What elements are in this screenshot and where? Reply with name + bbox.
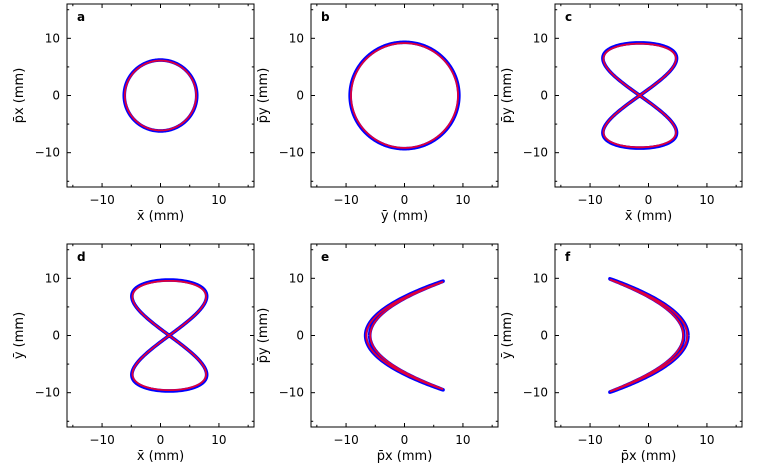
panel-a-curves (122, 58, 199, 133)
x-tick-label: −10 (89, 433, 114, 447)
panel-letter: e (321, 250, 329, 264)
x-tick-label: −10 (89, 193, 114, 207)
x-tick-label: 10 (211, 433, 226, 447)
y-axis-label: p̄y (mm) (256, 68, 271, 124)
panel-d: −10 0 10 −10 0 10 x̄ (mm) ȳ (mm) d (12, 243, 255, 464)
x-tick-label: 10 (699, 193, 714, 207)
y-tick-label: 0 (540, 89, 548, 103)
y-tick-label: −10 (523, 146, 548, 160)
y-tick-label: 10 (533, 271, 548, 285)
y-tick-label: 10 (289, 31, 304, 45)
series-line-2 (609, 278, 689, 393)
y-tick-label: −10 (523, 386, 548, 400)
series-line-2 (602, 42, 677, 149)
series-line-2 (131, 279, 207, 392)
x-axis-label: x̄ (mm) (137, 209, 184, 224)
x-tick-label: 0 (401, 433, 409, 447)
x-tick-label: −10 (577, 193, 602, 207)
panel-c: −10 0 10 −10 0 10 x̄ (mm) p̄y (mm) c (500, 3, 743, 224)
x-axis-label: ȳ (mm) (381, 209, 428, 224)
panel-e-curves (363, 279, 445, 392)
plot-frame (554, 3, 743, 188)
x-axis-label: x̄ (mm) (625, 209, 672, 224)
x-tick-label: 10 (455, 433, 470, 447)
panel-e: −10 0 10 −10 0 10 p̄x (mm) p̄y (mm) e (256, 243, 499, 464)
series-line-2 (123, 59, 198, 132)
panel-b: −10 0 10 −10 0 10 ȳ (mm) p̄y (mm) b (256, 3, 499, 224)
x-tick-label: 0 (157, 193, 165, 207)
x-tick-label: 10 (211, 193, 226, 207)
panel-letter: f (565, 250, 571, 264)
y-axis-label: p̄y (mm) (256, 308, 271, 364)
plot-frame (554, 243, 743, 428)
x-tick-label: 0 (157, 433, 165, 447)
panel-f: −10 0 10 −10 0 10 p̄x (mm) ȳ (mm) f (500, 243, 743, 464)
plot-frame (66, 3, 255, 188)
y-axis-label: ȳ (mm) (12, 312, 27, 359)
y-tick-label: 0 (52, 329, 60, 343)
plot-frame (66, 243, 255, 428)
series-line-2 (350, 42, 459, 149)
y-tick-label: 10 (289, 271, 304, 285)
panel-d-curves (130, 278, 209, 393)
y-tick-label: 10 (533, 31, 548, 45)
panel-c-curves (601, 41, 679, 150)
y-axis-label: p̄x (mm) (12, 68, 27, 124)
panel-letter: c (565, 10, 572, 24)
plot-frame (310, 3, 499, 188)
y-tick-label: −10 (35, 386, 60, 400)
y-tick-label: −10 (35, 146, 60, 160)
y-axis-label: ȳ (mm) (500, 312, 515, 359)
y-tick-label: 0 (296, 89, 304, 103)
y-tick-label: 10 (45, 271, 60, 285)
x-tick-label: 10 (455, 193, 470, 207)
panel-letter: b (321, 10, 330, 24)
x-tick-label: 10 (699, 433, 714, 447)
y-tick-label: −10 (279, 146, 304, 160)
x-tick-label: 0 (645, 433, 653, 447)
x-axis-label: p̄x (mm) (621, 449, 677, 464)
x-tick-label: 0 (401, 193, 409, 207)
y-tick-label: 10 (45, 31, 60, 45)
y-tick-label: −10 (279, 386, 304, 400)
panel-f-curves (608, 277, 690, 394)
x-tick-label: −10 (333, 433, 358, 447)
panel-a: −10 0 10 −10 0 10 x̄ (mm) p̄x (mm) a (12, 3, 255, 224)
y-tick-label: 0 (296, 329, 304, 343)
x-axis-label: p̄x (mm) (377, 449, 433, 464)
x-tick-label: −10 (333, 193, 358, 207)
y-tick-label: 0 (52, 89, 60, 103)
x-tick-label: 0 (645, 193, 653, 207)
y-axis-label: p̄y (mm) (500, 68, 515, 124)
panel-b-curves (348, 40, 461, 151)
x-axis-label: x̄ (mm) (137, 449, 184, 464)
y-tick-label: 0 (540, 329, 548, 343)
series-line-2 (365, 281, 444, 390)
plot-frame (310, 243, 499, 428)
panel-letter: a (77, 10, 85, 24)
panel-letter: d (77, 250, 86, 264)
x-tick-label: −10 (577, 433, 602, 447)
